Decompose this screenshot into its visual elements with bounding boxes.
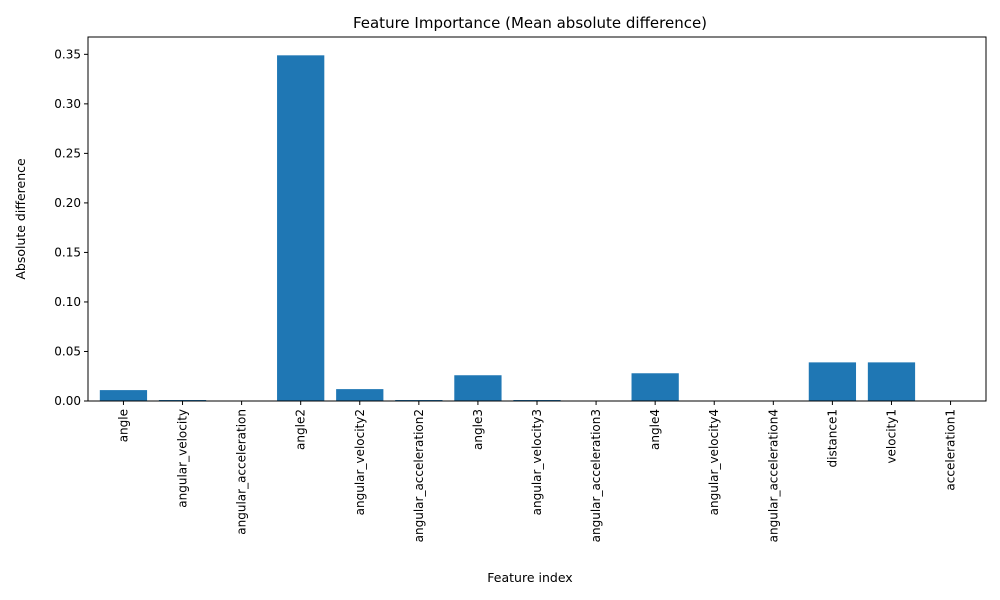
chart-title: Feature Importance (Mean absolute differ… [353, 14, 707, 32]
y-tick-label: 0.00 [54, 394, 81, 408]
y-tick-label: 0.15 [54, 245, 81, 259]
y-tick-label: 0.30 [54, 97, 81, 111]
bar-distance1 [808, 362, 857, 401]
y-tick-label: 0.35 [54, 47, 81, 61]
y-tick-label: 0.10 [54, 295, 81, 309]
x-tick-label: angle [116, 409, 130, 442]
y-tick-label: 0.05 [54, 344, 81, 358]
y-axis: 0.00 0.05 0.10 0.15 0.20 0.25 0.30 0.35 [54, 47, 88, 408]
bar-angle4 [631, 373, 679, 401]
x-axis-label: Feature index [487, 570, 572, 585]
y-axis-label: Absolute difference [13, 158, 28, 280]
x-tick-label: angular_acceleration4 [766, 409, 780, 542]
x-axis: angle angular_velocity angular_acceleratio… [116, 401, 958, 542]
x-tick-label: angular_acceleration2 [412, 409, 426, 542]
x-tick-label: velocity1 [884, 409, 898, 464]
x-tick-label: acceleration1 [944, 409, 958, 491]
y-tick-label: 0.20 [54, 196, 81, 210]
bar-angular_velocity2 [336, 389, 384, 401]
x-tick-label: angular_velocity4 [707, 409, 721, 515]
bar-angle3 [454, 375, 502, 401]
x-tick-label: angle3 [471, 409, 485, 450]
x-tick-label: angular_velocity [176, 409, 190, 508]
x-tick-label: angular_acceleration3 [589, 409, 603, 542]
x-tick-label: distance1 [825, 409, 839, 467]
x-tick-label: angular_velocity2 [353, 409, 367, 515]
bar-angle2 [277, 55, 325, 401]
x-tick-label: angle4 [648, 409, 662, 450]
x-tick-label: angular_acceleration [235, 409, 249, 535]
plot-frame [87, 36, 987, 402]
y-tick-label: 0.25 [54, 146, 81, 160]
x-tick-label: angle2 [294, 409, 308, 450]
bar-angle [99, 390, 148, 401]
x-tick-label: angular_velocity3 [530, 409, 544, 515]
bars-group [99, 55, 916, 401]
bar-velocity1 [867, 362, 916, 401]
